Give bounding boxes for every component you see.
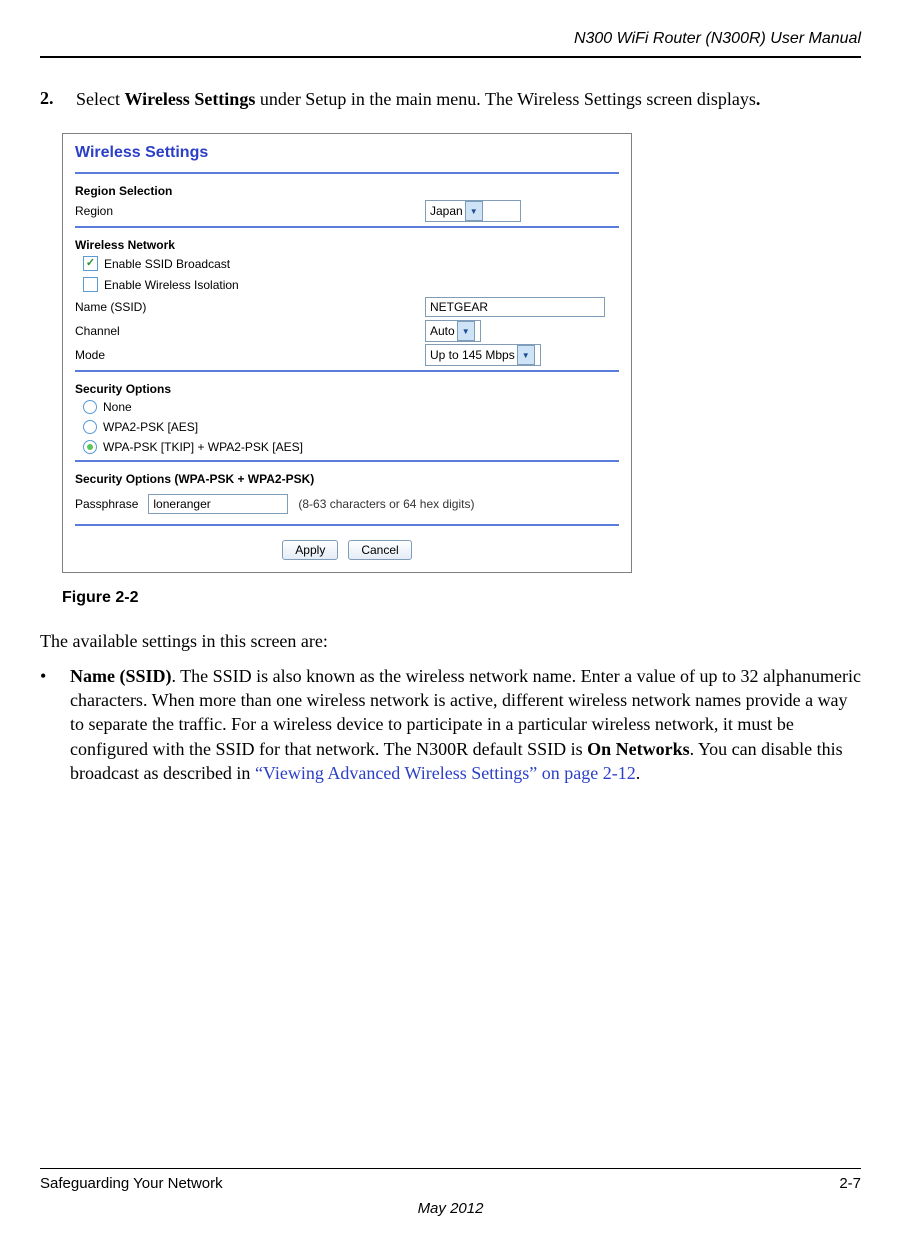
chevron-down-icon[interactable]: ▼ <box>457 321 475 341</box>
region-label: Region <box>75 204 425 218</box>
chevron-down-icon[interactable]: ▼ <box>465 201 483 221</box>
enable-ssid-row: ✓ Enable SSID Broadcast <box>75 254 619 273</box>
bullet-crossref-link[interactable]: “Viewing Advanced Wireless Settings” on … <box>255 763 636 783</box>
ssid-row: Name (SSID) NETGEAR <box>75 296 619 318</box>
radio-none-label: None <box>103 400 132 414</box>
panel-title: Wireless Settings <box>75 144 619 162</box>
divider <box>75 172 619 174</box>
enable-isolation-checkbox[interactable] <box>83 277 98 292</box>
wireless-header: Wireless Network <box>75 238 619 252</box>
running-header: N300 WiFi Router (N300R) User Manual <box>40 30 861 58</box>
divider <box>75 460 619 462</box>
passphrase-note: (8-63 characters or 64 hex digits) <box>298 497 474 511</box>
security-option-none: None <box>75 398 619 416</box>
enable-ssid-label: Enable SSID Broadcast <box>104 257 230 271</box>
region-select-value: Japan <box>430 204 463 218</box>
psk-header: Security Options (WPA-PSK + WPA2-PSK) <box>75 472 619 486</box>
bullet-bold-default: On Networks <box>587 739 690 759</box>
screenshot-wrap: Wireless Settings Region Selection Regio… <box>62 133 861 573</box>
channel-select[interactable]: Auto ▼ <box>425 320 481 342</box>
chevron-down-icon[interactable]: ▼ <box>517 345 535 365</box>
enable-isolation-row: Enable Wireless Isolation <box>75 275 619 294</box>
enable-isolation-label: Enable Wireless Isolation <box>104 278 239 292</box>
radio-wpa2[interactable] <box>83 420 97 434</box>
bullet-text: Name (SSID). The SSID is also known as t… <box>70 664 861 785</box>
divider <box>75 524 619 526</box>
footer-left: Safeguarding Your Network <box>40 1175 223 1192</box>
passphrase-value: loneranger <box>153 497 210 511</box>
page: N300 WiFi Router (N300R) User Manual 2. … <box>0 0 901 1247</box>
ssid-input-value: NETGEAR <box>430 300 488 314</box>
region-row: Region Japan ▼ <box>75 200 619 222</box>
channel-select-value: Auto <box>430 324 455 338</box>
bullet-term: Name (SSID) <box>70 666 172 686</box>
region-header: Region Selection <box>75 184 619 198</box>
ssid-input[interactable]: NETGEAR <box>425 297 605 317</box>
button-row: Apply Cancel <box>75 540 619 560</box>
bullet-dot: • <box>40 664 52 785</box>
step-end: . <box>756 89 761 109</box>
radio-mixed-label: WPA-PSK [TKIP] + WPA2-PSK [AES] <box>103 440 303 454</box>
security-option-wpa2: WPA2-PSK [AES] <box>75 418 619 436</box>
radio-mixed[interactable] <box>83 440 97 454</box>
radio-none[interactable] <box>83 400 97 414</box>
footer-date: May 2012 <box>40 1200 861 1217</box>
cancel-button[interactable]: Cancel <box>348 540 411 560</box>
channel-label: Channel <box>75 324 425 338</box>
bullet-end: . <box>636 763 641 783</box>
intro-paragraph: The available settings in this screen ar… <box>40 629 861 653</box>
channel-row: Channel Auto ▼ <box>75 320 619 342</box>
ssid-label: Name (SSID) <box>75 300 425 314</box>
page-footer: Safeguarding Your Network 2-7 May 2012 <box>40 1168 861 1217</box>
step-prefix: Select <box>76 89 124 109</box>
bullet-row: • Name (SSID). The SSID is also known as… <box>40 664 861 785</box>
security-option-mixed: WPA-PSK [TKIP] + WPA2-PSK [AES] <box>75 438 619 456</box>
apply-button[interactable]: Apply <box>282 540 338 560</box>
mode-label: Mode <box>75 348 425 362</box>
mode-select[interactable]: Up to 145 Mbps ▼ <box>425 344 541 366</box>
passphrase-row: Passphrase loneranger (8-63 characters o… <box>75 488 619 520</box>
mode-row: Mode Up to 145 Mbps ▼ <box>75 344 619 366</box>
step-bold-term: Wireless Settings <box>124 89 255 109</box>
divider <box>75 370 619 372</box>
screenshot-panel: Wireless Settings Region Selection Regio… <box>62 133 632 573</box>
step-row: 2. Select Wireless Settings under Setup … <box>40 88 861 111</box>
footer-right: 2-7 <box>839 1175 861 1192</box>
figure-caption: Figure 2-2 <box>62 589 861 607</box>
mode-select-value: Up to 145 Mbps <box>430 348 515 362</box>
divider <box>75 226 619 228</box>
step-text: Select Wireless Settings under Setup in … <box>76 88 861 111</box>
passphrase-input[interactable]: loneranger <box>148 494 288 514</box>
radio-wpa2-label: WPA2-PSK [AES] <box>103 420 198 434</box>
footer-line: Safeguarding Your Network 2-7 <box>40 1168 861 1192</box>
region-select[interactable]: Japan ▼ <box>425 200 521 222</box>
step-suffix: under Setup in the main menu. The Wirele… <box>255 89 756 109</box>
enable-ssid-checkbox[interactable]: ✓ <box>83 256 98 271</box>
step-number: 2. <box>40 88 62 111</box>
security-header: Security Options <box>75 382 619 396</box>
passphrase-label: Passphrase <box>75 497 138 511</box>
